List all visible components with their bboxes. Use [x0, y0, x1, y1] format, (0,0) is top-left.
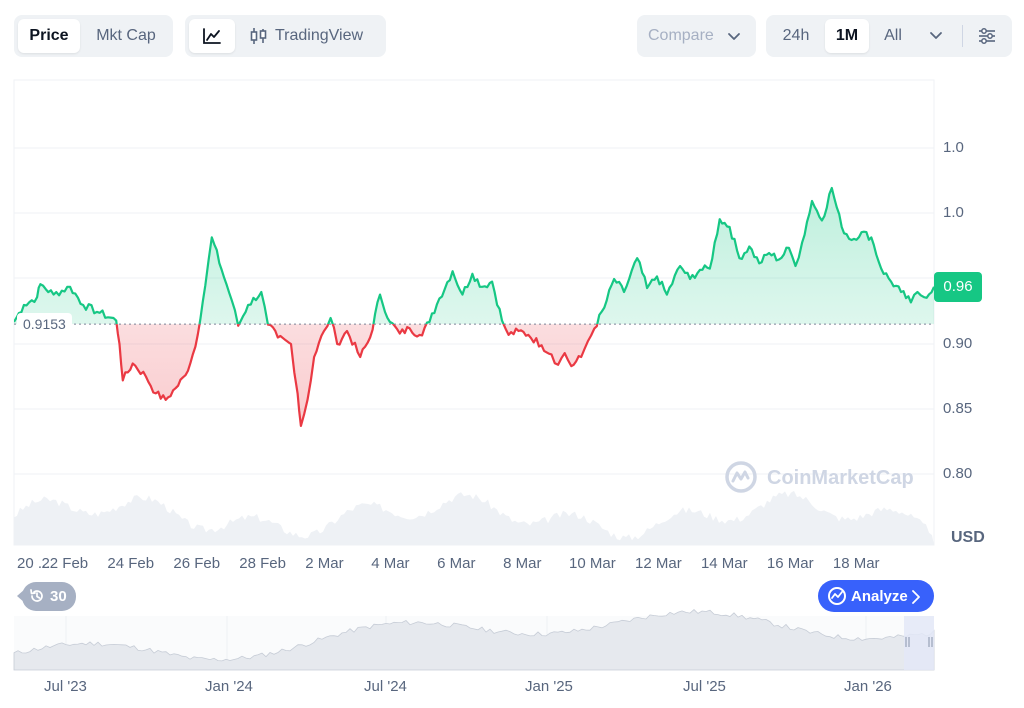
navigator-tick-label: Jul '24 [364, 678, 407, 695]
navigator-area [13, 609, 935, 671]
analyze-button[interactable]: Analyze [818, 580, 934, 612]
navigator-tick-label: Jan '24 [205, 678, 253, 695]
volume-area [14, 490, 934, 545]
tradingview-label: TradingView [275, 27, 364, 44]
analyze-icon [828, 587, 846, 605]
x-tick-label: 28 Feb [239, 555, 286, 572]
navigator-tick-label: Jan '26 [844, 678, 892, 695]
mktcap-tab[interactable]: Mkt Cap [96, 27, 156, 44]
price-area-below [14, 324, 934, 426]
range-all-button[interactable]: All [884, 27, 902, 44]
price-area-above [14, 188, 934, 325]
x-tick-label: 4 Mar [371, 555, 410, 572]
history-count: 30 [50, 588, 67, 605]
x-tick-label: 22 Feb [41, 555, 89, 572]
x-tick-label: 14 Mar [700, 555, 748, 572]
price-line-below [115, 324, 599, 427]
y-tick-label: 0.85 [943, 400, 973, 417]
range-1m-button[interactable]: 1M [825, 19, 869, 53]
history-badge-pointer [17, 589, 25, 603]
current-price-tag: 0.96 [934, 271, 982, 302]
line-chart-button[interactable] [189, 19, 235, 53]
watermark-text: CoinMarketCap [767, 467, 914, 489]
chevron-right-icon [912, 590, 920, 604]
sliders-icon [979, 28, 995, 44]
x-tick-label: 18 Mar [832, 555, 880, 572]
history-icon [30, 589, 43, 602]
chevron-down-icon [728, 33, 740, 40]
y-tick-label: 1.0 [943, 139, 964, 156]
navigator-tick-label: Jul '25 [683, 678, 726, 695]
range-selector: 24h 1M All [766, 15, 1012, 57]
range-more-button[interactable] [918, 19, 954, 53]
history-badge[interactable]: 30 [22, 582, 76, 611]
navigator-tick-label: Jul '23 [44, 678, 87, 695]
compare-label: Compare [648, 27, 714, 44]
chart-type-toggle: TradingView [185, 15, 386, 57]
coinmarketcap-logo-icon [725, 461, 757, 493]
x-tick-label: 12 Mar [635, 555, 682, 572]
x-tick-label: 16 Mar [766, 555, 814, 572]
currency-label: USD [951, 529, 985, 546]
baseline-label: 0.9153 [17, 313, 72, 336]
price-mktcap-toggle: Price Mkt Cap [14, 15, 173, 57]
navigator-selected-range[interactable] [904, 616, 934, 670]
x-tick-label: 10 Mar [569, 555, 616, 572]
x-tick-label: 6 Mar [437, 555, 476, 572]
tradingview-button[interactable]: TradingView [245, 19, 379, 53]
price-tab[interactable]: Price [18, 19, 80, 53]
y-tick-label: 1.0 [943, 204, 964, 221]
range-24h-button[interactable]: 24h [782, 27, 810, 44]
x-tick-label: 26 Feb [173, 555, 221, 572]
navigator-left-handle[interactable] [905, 637, 910, 647]
y-tick-label: 0.90 [943, 335, 973, 352]
chart-settings-button[interactable] [970, 19, 1004, 53]
y-tick-label: 0.80 [943, 465, 973, 482]
navigator-right-handle[interactable] [928, 637, 933, 647]
analyze-label: Analyze [851, 588, 908, 605]
navigator-tick-label: Jan '25 [525, 678, 573, 695]
x-tick-label: 20 ... [17, 555, 51, 572]
x-tick-label: 2 Mar [305, 555, 344, 572]
candlestick-icon [250, 28, 267, 44]
toolbar-divider [962, 25, 963, 47]
navigator-background [14, 616, 934, 670]
line-chart-icon [203, 28, 221, 44]
x-tick-label: 24 Feb [107, 555, 155, 572]
compare-dropdown[interactable]: Compare [637, 15, 756, 57]
price-line-above [14, 186, 934, 325]
x-tick-label: 8 Mar [503, 555, 542, 572]
chevron-down-icon [930, 32, 942, 39]
